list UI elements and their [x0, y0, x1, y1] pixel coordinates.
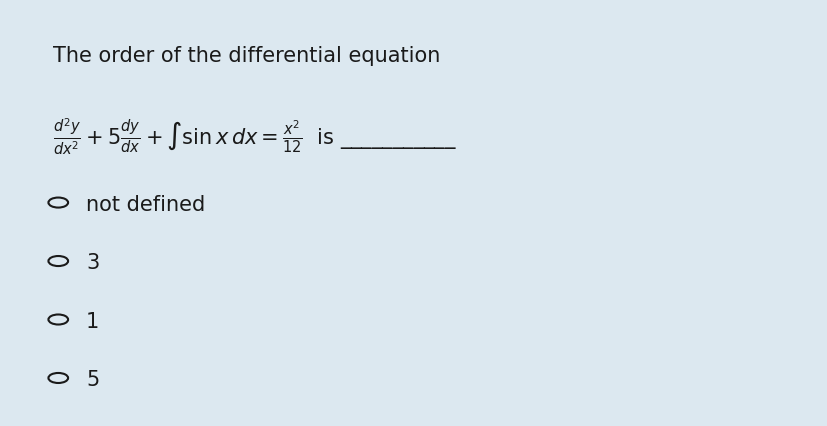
Text: The order of the differential equation: The order of the differential equation: [53, 46, 440, 66]
Text: 5: 5: [86, 370, 99, 390]
Text: 3: 3: [86, 253, 99, 273]
Text: 1: 1: [86, 311, 99, 331]
Text: not defined: not defined: [86, 195, 205, 215]
Text: $\frac{d^2y}{dx^2} + 5\frac{dy}{dx} + \int \sin x\,dx = \frac{x^2}{12}$  is ____: $\frac{d^2y}{dx^2} + 5\frac{dy}{dx} + \i…: [53, 117, 457, 158]
